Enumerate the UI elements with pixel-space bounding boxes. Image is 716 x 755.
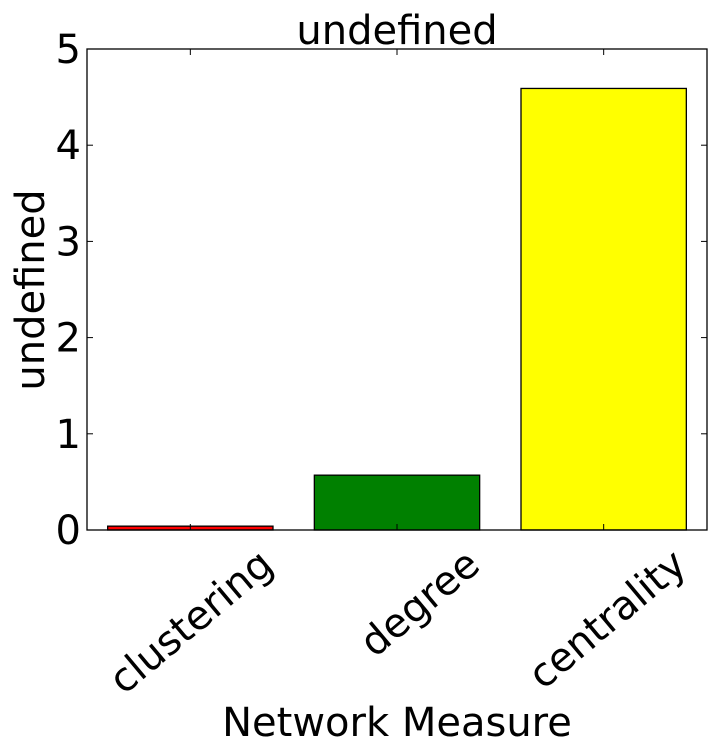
bar-centrality [520, 87, 687, 531]
y-tick-label-5: 5 [56, 27, 81, 73]
y-tick-label-4: 4 [56, 123, 81, 169]
y-axis-label: undefined [8, 189, 54, 390]
y-tick-label-2: 2 [56, 316, 81, 362]
chart-title: undefined [296, 8, 497, 54]
bars-group [107, 87, 687, 531]
y-tick-label-1: 1 [56, 412, 81, 458]
plot-frame [86, 48, 708, 531]
y-tick-label-0: 0 [56, 508, 81, 554]
x-tick-label-degree: degree [352, 541, 489, 666]
y-tick-label-3: 3 [56, 219, 81, 265]
x-tick-label-clustering: clustering [101, 541, 282, 703]
y-ticks-group: 0 1 2 3 4 5 [56, 27, 707, 554]
x-tick-label-centrality: centrality [520, 541, 695, 698]
x-axis-label: Network Measure [222, 700, 572, 746]
bar-degree [313, 474, 481, 531]
